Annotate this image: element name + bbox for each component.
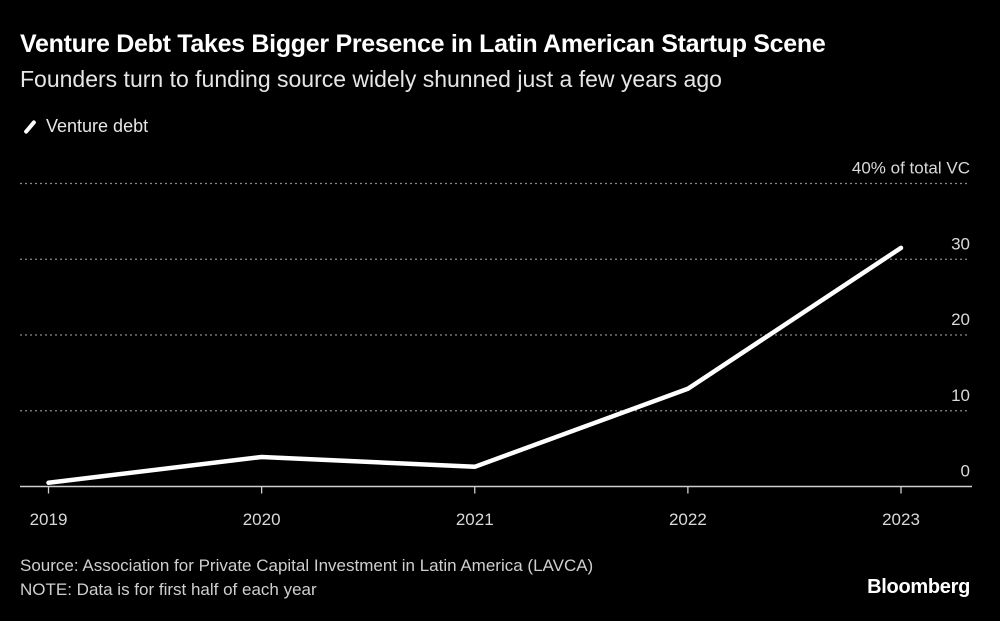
x-tick-label: 2022 bbox=[669, 510, 707, 529]
y-tick-label: 10 bbox=[951, 386, 970, 405]
x-tick-label: 2020 bbox=[243, 510, 281, 529]
y-tick-label: 40% of total VC bbox=[852, 159, 970, 178]
x-tick-label: 2023 bbox=[882, 510, 920, 529]
bloomberg-logo: Bloomberg bbox=[867, 576, 970, 598]
y-tick-label: 0 bbox=[961, 462, 970, 481]
x-tick-label: 2021 bbox=[456, 510, 494, 529]
legend: Venture debt bbox=[22, 116, 148, 137]
series-line-venture-debt bbox=[46, 245, 904, 485]
y-tick-label: 30 bbox=[951, 234, 970, 253]
data-note: NOTE: Data is for first half of each yea… bbox=[20, 580, 317, 599]
x-tick-label: 2019 bbox=[30, 510, 68, 529]
y-tick-label: 20 bbox=[951, 310, 970, 329]
source-note: Source: Association for Private Capital … bbox=[20, 556, 594, 575]
chart-title: Venture Debt Takes Bigger Presence in La… bbox=[20, 30, 826, 58]
chart-subtitle: Founders turn to funding source widely s… bbox=[20, 66, 722, 92]
legend-label-venture-debt: Venture debt bbox=[46, 116, 149, 136]
